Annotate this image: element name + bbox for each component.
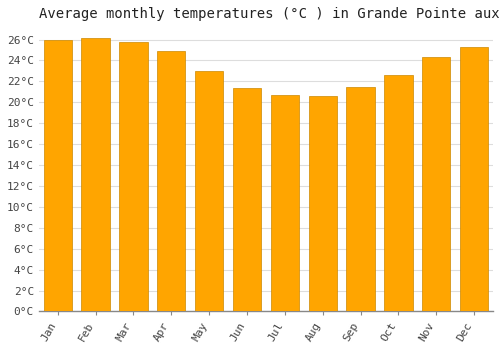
Text: Average monthly temperatures (°C ) in Grande Pointe aux Piments: Average monthly temperatures (°C ) in Gr… — [39, 7, 500, 21]
Bar — [346, 86, 375, 312]
Bar — [270, 95, 299, 312]
Bar — [460, 47, 488, 312]
Bar — [195, 71, 224, 312]
Bar — [384, 75, 412, 312]
Bar — [308, 96, 337, 312]
Bar — [157, 51, 186, 312]
Bar — [422, 57, 450, 312]
Bar — [233, 88, 261, 312]
Bar — [119, 42, 148, 312]
Bar — [44, 40, 72, 312]
Bar — [82, 38, 110, 312]
